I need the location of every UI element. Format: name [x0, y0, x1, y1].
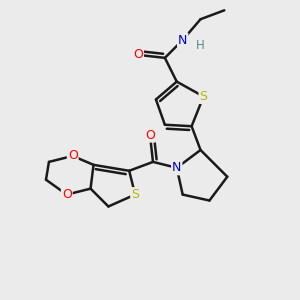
Text: N: N: [172, 161, 182, 174]
Text: O: O: [68, 149, 78, 162]
Text: O: O: [133, 48, 143, 62]
Text: N: N: [178, 34, 188, 46]
Text: S: S: [131, 188, 139, 201]
Text: H: H: [196, 40, 205, 52]
Text: S: S: [200, 90, 208, 103]
Text: O: O: [62, 188, 72, 201]
Text: O: O: [145, 129, 155, 142]
